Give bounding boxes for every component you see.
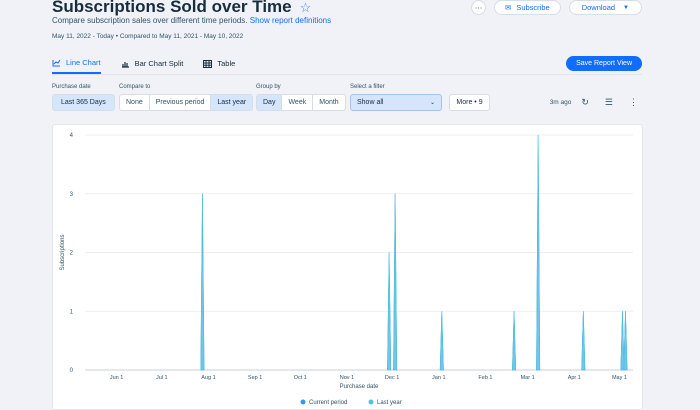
compare-previous-period[interactable]: Previous period [150, 95, 212, 110]
series-peak-last-year [439, 311, 444, 371]
y-tick-label: 2 [70, 251, 74, 257]
download-label: Download [581, 3, 616, 12]
y-axis-label: Subscriptions [60, 234, 66, 270]
page-title: Subscriptions Sold over Time ☆ [52, 0, 311, 17]
series-peak-last-year [387, 252, 392, 371]
subscribe-label: Subscribe [516, 3, 550, 12]
subscribe-button[interactable]: ✉ Subscribe [494, 0, 561, 15]
compare-last-year[interactable]: Last year [211, 95, 253, 110]
line-chart-icon [52, 59, 61, 66]
updated-time: 3m ago [549, 99, 572, 106]
series-peak-last-year [620, 311, 625, 371]
filter-value: Show all [357, 99, 384, 106]
bar-chart-icon [121, 61, 129, 68]
group-day[interactable]: Day [257, 95, 283, 110]
y-tick-label: 3 [70, 192, 74, 198]
more-vertical-icon[interactable]: ⋮ [629, 97, 638, 107]
x-tick-label: Sep 1 [248, 375, 262, 381]
x-tick-label: Apr 1 [568, 375, 581, 381]
series-peak-last-year [393, 193, 398, 371]
header-actions: ⋯ ✉ Subscribe Download ▼ [471, 0, 642, 15]
chevron-down-icon: ⌄ [429, 100, 435, 106]
y-tick-label: 1 [70, 309, 74, 315]
date-current: May 11, 2022 - Today [52, 33, 114, 40]
chart-card: 0 1 2 3 4 Jun 1 Jul 1 Aug 1 Sep 1 Oct 1 Nov 1 Dec 1… [52, 124, 643, 410]
save-report-view-button[interactable]: Save Report View [566, 56, 642, 71]
group-week[interactable]: Week [282, 95, 314, 110]
tab-bar-chart-split[interactable]: Bar Chart Split [121, 58, 184, 74]
tab-line-chart-label: Line Chart [66, 58, 101, 67]
x-tick-label: Mar 1 [521, 375, 535, 381]
date-range: May 11, 2022 - Today • Compared to May 1… [52, 33, 244, 40]
view-tabs: Line Chart Bar Chart Split Table [52, 58, 235, 74]
x-tick-label: Feb 1 [478, 375, 492, 381]
filter-select[interactable]: Show all ⌄ [350, 94, 442, 111]
filter-label: Select a filter [350, 84, 385, 90]
more-filters-button[interactable]: More • 9 [449, 94, 490, 111]
x-tick-label: May 1 [612, 375, 627, 381]
y-tick-label: 0 [70, 368, 74, 374]
series-peak-last-year [623, 311, 628, 371]
page-subtitle: Compare subscription sales over differen… [52, 16, 331, 25]
chevron-down-icon: ▼ [623, 4, 629, 11]
download-button[interactable]: Download ▼ [568, 0, 642, 15]
x-axis-label: Purchase date [340, 384, 379, 390]
group-by-label: Group by [256, 84, 281, 90]
group-by-toggle: Day Week Month [256, 94, 346, 111]
x-tick-label: Oct 1 [294, 375, 307, 381]
tab-bar-chart-split-label: Bar Chart Split [134, 59, 184, 68]
refresh-icon[interactable]: ↻ [581, 97, 589, 107]
series-peak-last-year [581, 311, 586, 371]
table-icon [203, 59, 213, 68]
x-tick-label: Aug 1 [201, 375, 215, 381]
x-tick-label: Jul 1 [156, 375, 168, 381]
legend-label: Last year [377, 400, 402, 406]
x-tick-label: Jun 1 [110, 375, 123, 381]
report-definitions-link[interactable]: Show report definitions [249, 16, 332, 25]
tab-line-chart[interactable]: Line Chart [52, 58, 101, 74]
purchase-date-select[interactable]: Last 365 Days [52, 94, 115, 111]
filter-icon[interactable]: ☰ [604, 97, 613, 107]
series-peak-last-year [536, 134, 541, 371]
x-tick-label: Dec 1 [385, 375, 399, 381]
chart-tools: 3m ago ↻ ☰ ⋮ [550, 97, 638, 108]
legend-marker [368, 399, 374, 405]
series-peak-last-year [512, 311, 517, 371]
tab-table[interactable]: Table [203, 58, 235, 74]
star-icon[interactable]: ☆ [299, 0, 312, 15]
group-month[interactable]: Month [319, 99, 339, 106]
purchase-date-value[interactable]: Last 365 Days [53, 95, 114, 110]
date-compare: Compared to May 11, 2021 - May 10, 2022 [119, 33, 244, 40]
series-peak-last-year [200, 193, 205, 371]
compare-none[interactable]: None [120, 95, 150, 110]
legend-label: Current period [309, 400, 347, 406]
legend-marker [300, 399, 306, 405]
compare-label: Compare to [119, 84, 151, 90]
subtitle-text: Compare subscription sales over differen… [52, 16, 248, 25]
x-tick-label: Jan 1 [432, 375, 445, 381]
tabs-divider [52, 74, 642, 75]
subscriptions-chart: 0 1 2 3 4 Jun 1 Jul 1 Aug 1 Sep 1 Oct 1 Nov 1 Dec 1… [60, 133, 633, 406]
tab-table-label: Table [217, 59, 236, 68]
compare-toggle: None Previous period Last year [119, 94, 254, 111]
more-actions-button[interactable]: ⋯ [471, 0, 487, 15]
x-tick-label: Nov 1 [340, 375, 354, 381]
mail-icon: ✉ [505, 3, 512, 12]
title-text: Subscriptions Sold over Time [52, 0, 292, 16]
y-tick-label: 4 [70, 133, 74, 139]
purchase-date-label: Purchase date [52, 84, 91, 90]
